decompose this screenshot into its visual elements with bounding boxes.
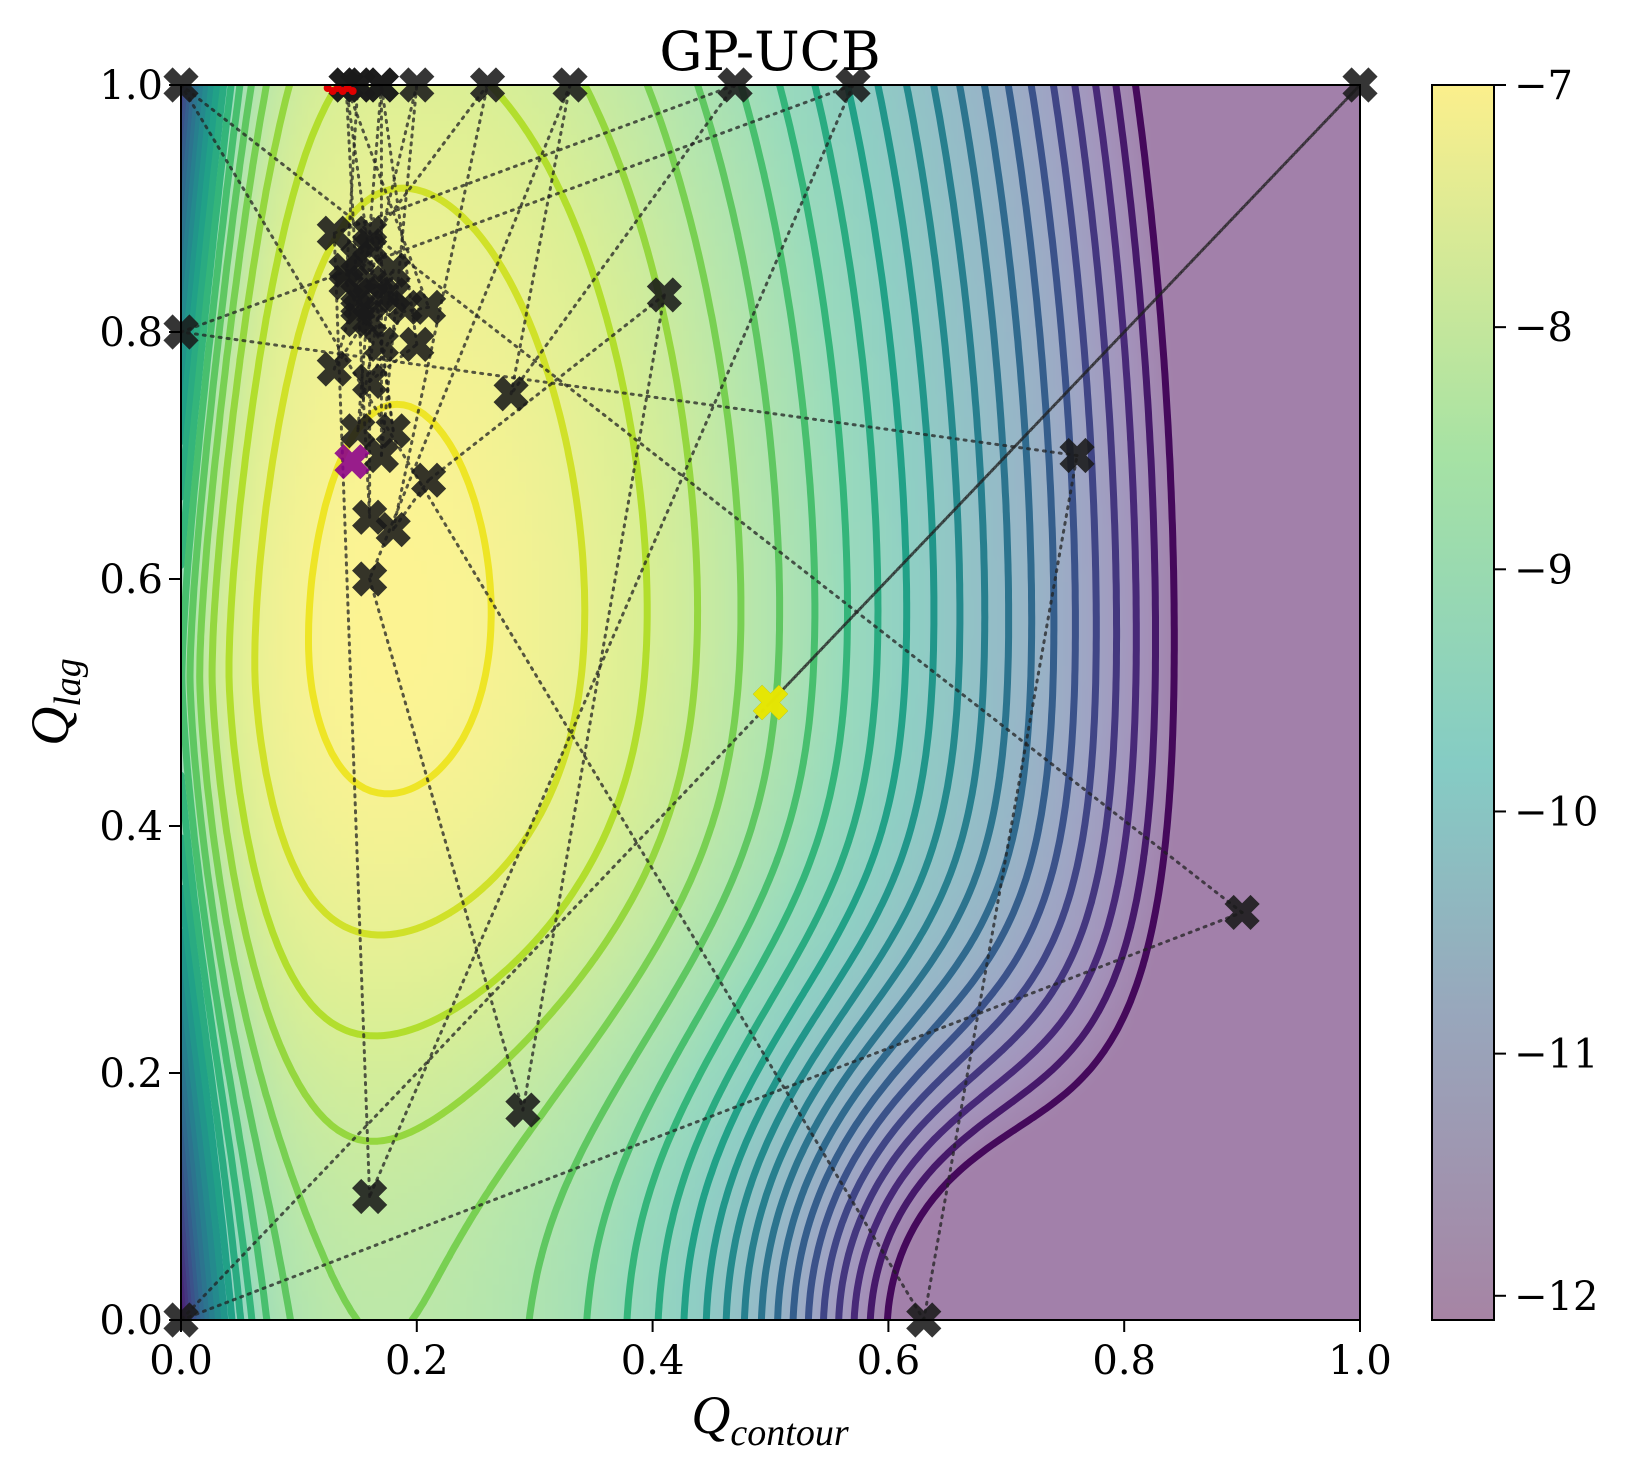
- contour-level-line: [181, 85, 989, 1320]
- contour-level-line: [251, 184, 589, 939]
- x-tick-label: 0.0: [149, 1338, 213, 1384]
- contour-level-line: [181, 85, 882, 1320]
- colorbar-tick-label: −12: [1514, 1274, 1598, 1320]
- y-tick-label: 0.2: [99, 1051, 163, 1097]
- contour-level-line: [181, 85, 1178, 1320]
- x-tick-label: 0.8: [1092, 1338, 1156, 1384]
- query-marker: [399, 326, 435, 362]
- query-path-segment: [181, 85, 1360, 1320]
- query-marker: [363, 437, 400, 474]
- query-marker: [316, 215, 352, 251]
- query-marker: [410, 462, 447, 498]
- y-tick-label: 0.4: [99, 804, 163, 850]
- query-path-segment: [922, 454, 1079, 1320]
- query-marker: [375, 277, 411, 313]
- initial-point-marker: [752, 684, 789, 721]
- contour-level-line: [181, 85, 1159, 1320]
- y-tick-label: 0.8: [99, 310, 163, 356]
- query-path-segment: [427, 293, 666, 482]
- query-path-segment: [391, 85, 490, 532]
- query-marker: [1059, 437, 1095, 474]
- query-path-segment: [181, 330, 1079, 457]
- contour-level-line: [181, 85, 964, 1320]
- colorbar: −7 −8 −9 −10 −11 −12: [1431, 63, 1598, 1321]
- query-marker: [375, 512, 411, 548]
- colorbar-tick-label: −7: [1514, 63, 1573, 109]
- plot-frame: [180, 84, 1361, 1321]
- query-marker: [505, 1092, 541, 1128]
- contour-level-line: [181, 85, 1013, 1320]
- query-marker: [328, 265, 364, 301]
- x-axis-label-base: Q: [691, 1385, 730, 1445]
- colorbar-tick-label: −8: [1514, 305, 1573, 351]
- query-marker: [375, 413, 411, 449]
- colorbar-bar: [1431, 84, 1495, 1321]
- y-tick-label: 0.0: [99, 1298, 163, 1344]
- y-tick-label: 1.0: [99, 63, 163, 109]
- contour-level-line: [181, 85, 1140, 1320]
- query-marker: [646, 277, 682, 313]
- colorbar-tick-label: −10: [1514, 789, 1598, 835]
- query-marker: [352, 561, 388, 597]
- best-point-marker: [334, 444, 370, 480]
- query-marker: [410, 289, 447, 325]
- query-path-segment: [332, 85, 737, 235]
- query-path-segment: [368, 85, 383, 235]
- y-axis-ticks: 0.0 0.2 0.4 0.6 0.8 1.0: [99, 63, 181, 1344]
- x-tick-label: 1.0: [1328, 1338, 1392, 1384]
- query-marker: [352, 1178, 388, 1215]
- query-path-segment: [521, 293, 666, 1112]
- colorbar-ticks: −7 −8 −9 −10 −11 −12: [1494, 63, 1598, 1320]
- query-path-segment: [332, 231, 372, 1198]
- query-path-segment: [181, 85, 926, 1320]
- query-path-segment: [379, 268, 395, 346]
- query-path-segment: [181, 910, 1244, 1320]
- contour-level-line: [181, 85, 851, 1320]
- query-marker: [363, 326, 400, 362]
- y-axis-label-sub: lag: [47, 658, 89, 707]
- contour-level-line: [181, 85, 938, 1320]
- y-axis-label-base: Q: [20, 707, 80, 746]
- x-tick-label: 0.4: [621, 1338, 685, 1384]
- query-marker: [352, 499, 388, 535]
- query-marker: [1224, 894, 1260, 931]
- query-path-segment: [181, 85, 855, 334]
- plot-area: [163, 67, 1378, 1338]
- contour-level-line: [208, 85, 702, 1145]
- y-tick-label: 0.6: [99, 557, 163, 603]
- y-axis-label: Qlag: [20, 658, 89, 746]
- contour-lines: [181, 85, 1178, 1320]
- red-cluster-point: [348, 87, 357, 95]
- query-marker: [316, 351, 352, 387]
- query-path-segment: [368, 85, 572, 581]
- query-path-segment: [379, 85, 419, 346]
- contour-level-line: [186, 85, 784, 1320]
- x-tick-label: 0.6: [857, 1338, 921, 1384]
- contour-level-line: [181, 85, 819, 1320]
- query-marker: [340, 413, 376, 449]
- colorbar-tick-label: −11: [1514, 1032, 1598, 1078]
- query-path-segment: [509, 85, 737, 396]
- x-axis-ticks: 0.0 0.2 0.4 0.6 0.8 1.0: [149, 1320, 1392, 1384]
- x-axis-label-sub: contour: [730, 1412, 848, 1454]
- query-marker: [493, 376, 529, 412]
- x-axis-label: Qcontour: [691, 1385, 848, 1454]
- x-tick-label: 0.2: [385, 1338, 449, 1384]
- query-marker: [340, 289, 376, 325]
- query-path-segment: [368, 85, 855, 1198]
- query-marker: [352, 215, 388, 251]
- query-path-segment: [344, 85, 431, 309]
- colorbar-tick-label: −9: [1514, 547, 1573, 593]
- query-marker: [352, 363, 388, 399]
- query-path-segment: [356, 293, 372, 519]
